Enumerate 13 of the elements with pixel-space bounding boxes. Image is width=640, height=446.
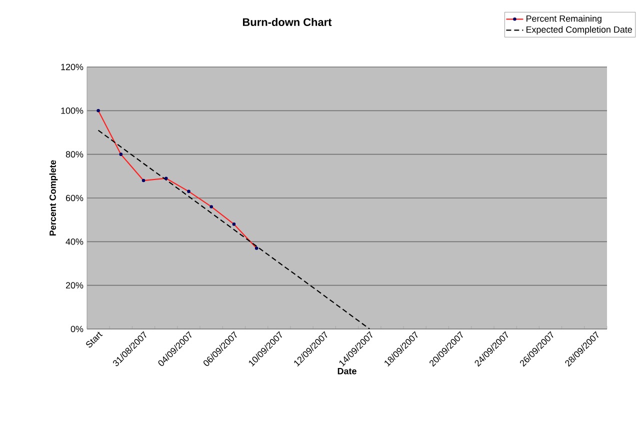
legend-label: Percent Remaining	[526, 15, 602, 24]
chart-title: Burn-down Chart	[242, 18, 332, 26]
y-tick-label: 80%	[66, 151, 84, 158]
y-tick-label: 120%	[61, 64, 84, 70]
y-axis-title: Percent Complete	[49, 160, 58, 236]
y-tick-label: 60%	[66, 194, 84, 202]
y-tick-label: 20%	[66, 282, 84, 289]
y-tick-label: 100%	[61, 107, 84, 114]
y-tick-label: 40%	[66, 238, 84, 245]
y-tick-label: 0%	[70, 326, 84, 332]
x-axis-title: Date	[338, 368, 356, 374]
legend-label: Expected Completion Date	[526, 26, 632, 34]
line-series	[96, 109, 258, 250]
